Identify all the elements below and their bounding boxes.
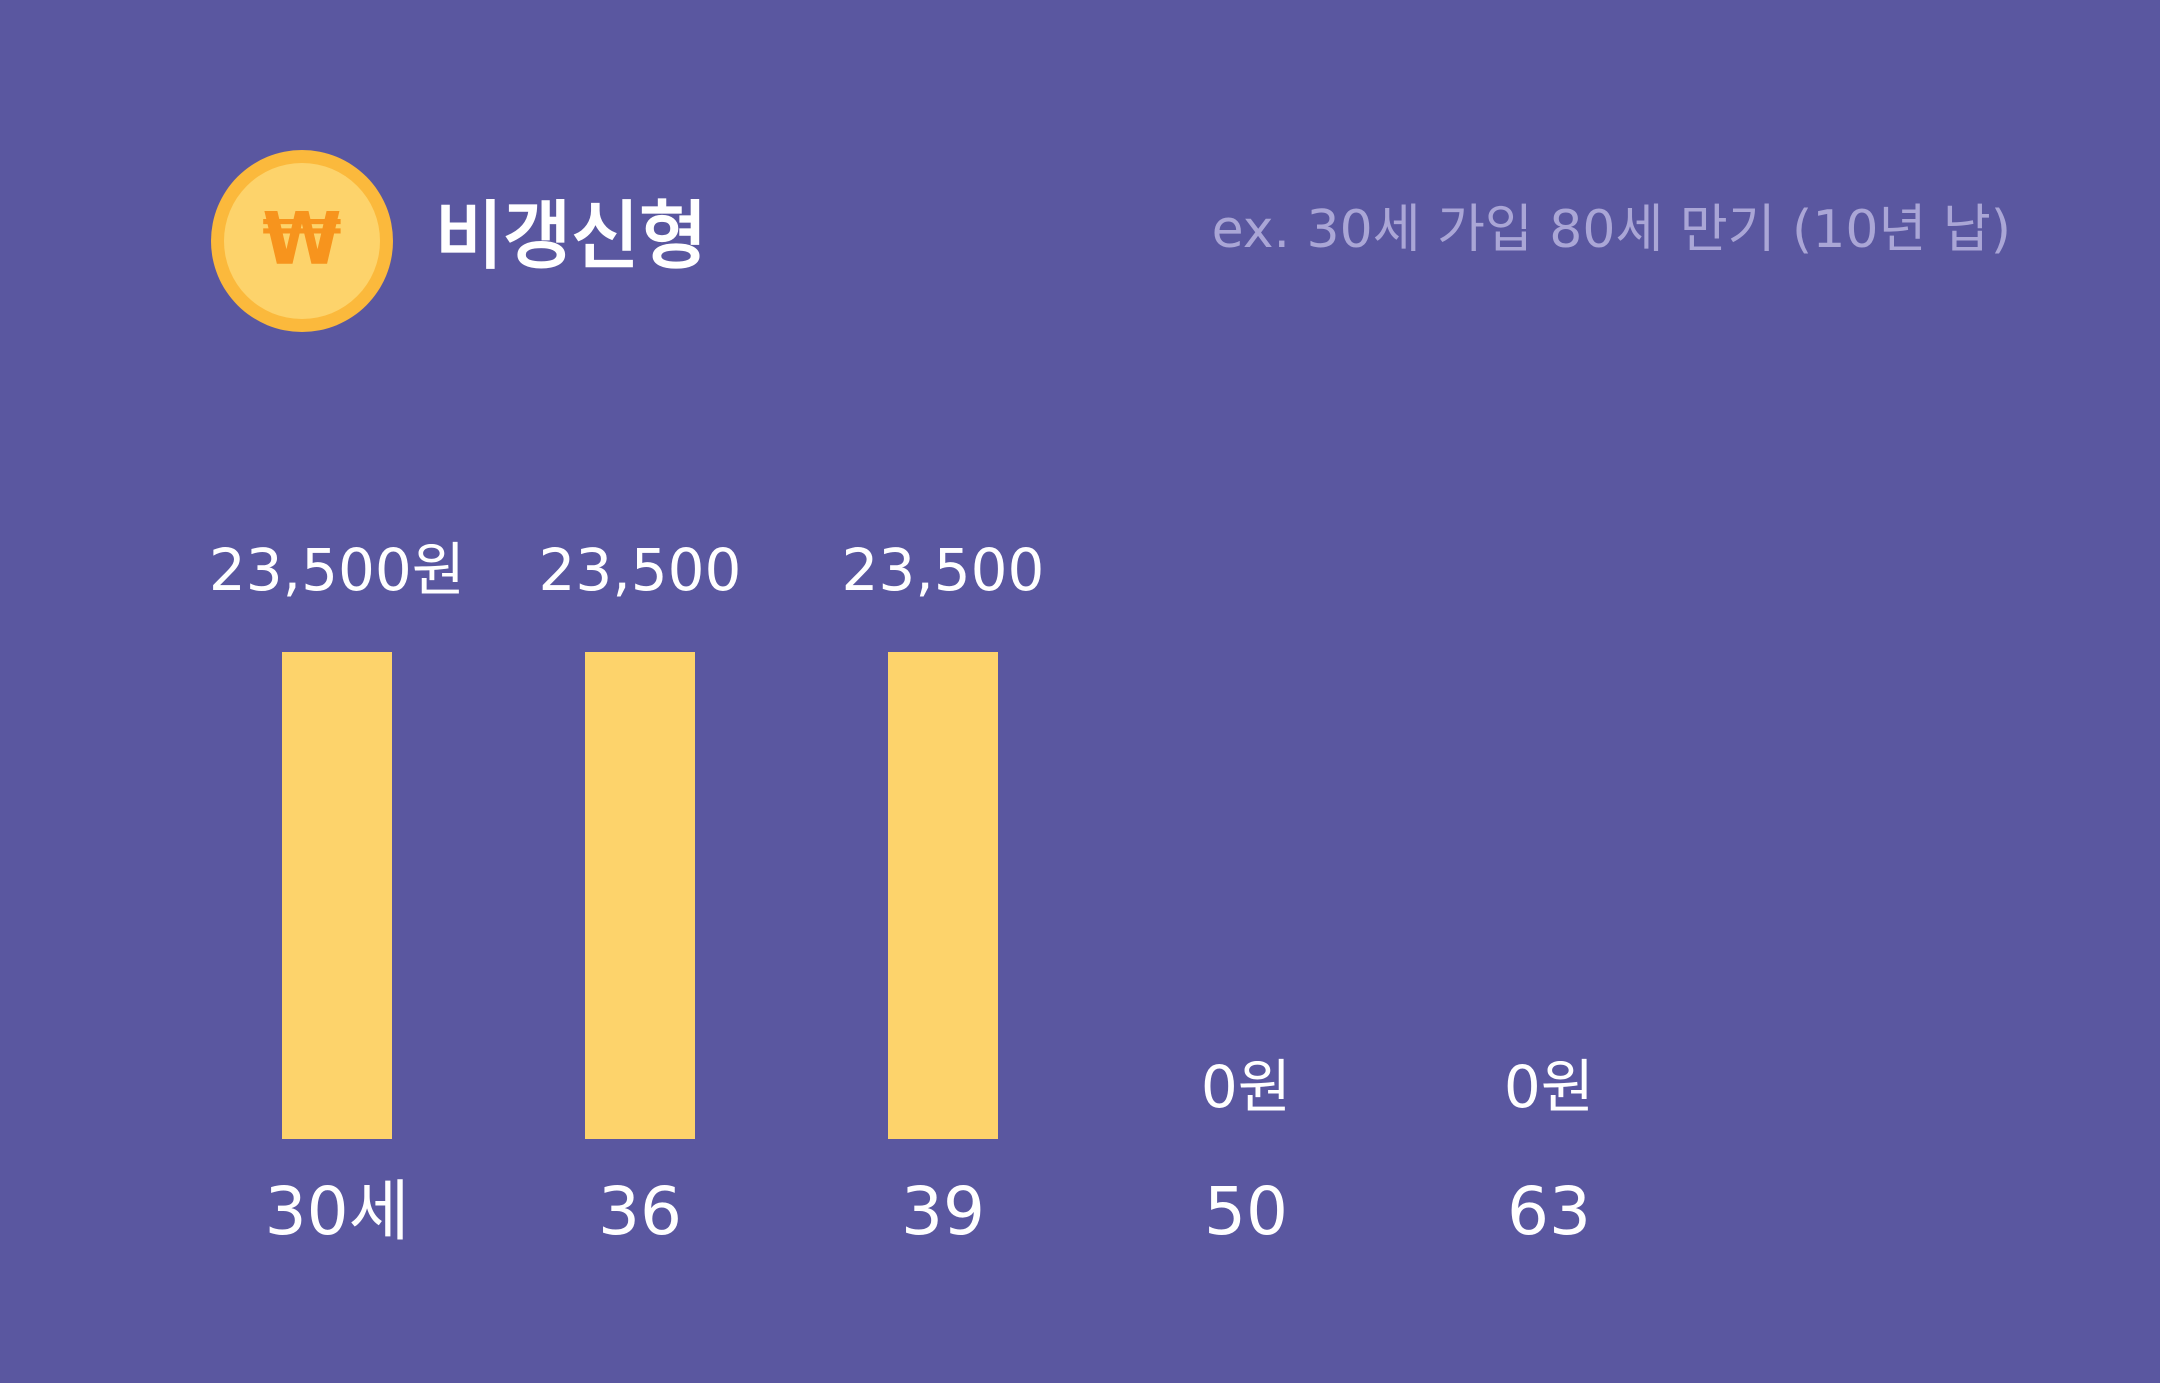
- bar: [282, 652, 392, 1139]
- chart-title: 비갱신형: [435, 194, 707, 280]
- coin-inner: [224, 163, 380, 319]
- x-tick-label: 30세: [265, 1173, 410, 1250]
- value-label: 23,500: [842, 536, 1045, 604]
- value-label: 0원: [1201, 1053, 1291, 1121]
- x-tick-label: 63: [1507, 1173, 1591, 1250]
- bar: [585, 652, 695, 1139]
- x-tick-label: 39: [901, 1173, 985, 1250]
- x-tick-label: 50: [1204, 1173, 1288, 1250]
- x-tick-label: 36: [598, 1173, 682, 1250]
- value-label: 23,500: [539, 536, 742, 604]
- value-label: 0원: [1504, 1053, 1594, 1121]
- chart-subtitle: ex. 30세 가입 80세 만기 (10년 납): [1212, 200, 2011, 260]
- bar: [888, 652, 998, 1139]
- value-label: 23,500원: [209, 536, 465, 604]
- coin-symbol: ₩: [262, 197, 341, 281]
